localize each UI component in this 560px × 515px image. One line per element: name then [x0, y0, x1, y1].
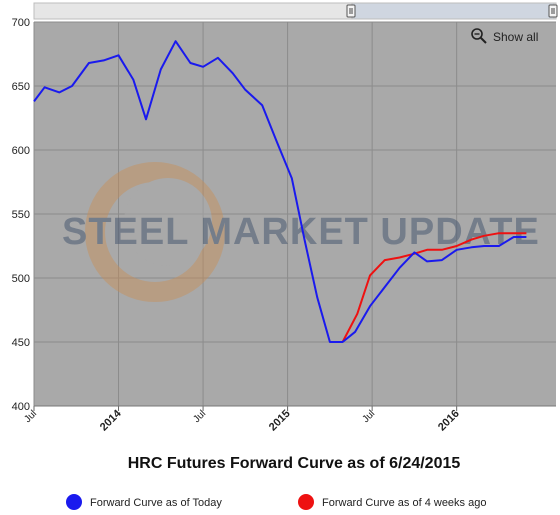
- navigator-handle-left[interactable]: [346, 4, 356, 18]
- y-tick-label: 650: [12, 81, 30, 93]
- y-tick-label: 550: [12, 209, 30, 221]
- legend-label: Forward Curve as of Today: [90, 497, 222, 509]
- series-layer: [33, 40, 527, 343]
- x-axis: Jul 2014 Jul 2015 Jul 2016: [22, 405, 556, 434]
- x-tick-label: Jul: [191, 408, 208, 425]
- navigator-selection[interactable]: [351, 2, 555, 20]
- show-all-button[interactable]: Show all: [466, 24, 552, 46]
- series-forward-today-line: [33, 40, 527, 343]
- navigator-bar[interactable]: [33, 2, 558, 20]
- legend-item-4-weeks-ago[interactable]: Forward Curve as of 4 weeks ago: [298, 494, 486, 510]
- show-all-label: Show all: [493, 30, 538, 44]
- legend-marker: [298, 494, 314, 510]
- series-forward-4-weeks-ago-line: [341, 232, 527, 343]
- x-tick-label: 2015: [267, 408, 293, 434]
- zoom-out-icon: [471, 28, 487, 44]
- y-tick-label: 700: [12, 17, 30, 29]
- y-tick-label: 600: [12, 145, 30, 157]
- navigator-handle-right[interactable]: [548, 4, 558, 18]
- x-tick-label: Jul: [360, 408, 377, 425]
- watermark-text: STEEL MARKET UPDATE: [62, 211, 540, 253]
- y-tick-label: 400: [12, 401, 30, 413]
- y-tick-label: 450: [12, 337, 30, 349]
- legend: Forward Curve as of Today Forward Curve a…: [66, 494, 486, 510]
- legend-marker: [66, 494, 82, 510]
- chart-title: HRC Futures Forward Curve as of 6/24/201…: [128, 455, 461, 472]
- legend-item-today[interactable]: Forward Curve as of Today: [66, 494, 222, 510]
- x-tick-label: 2016: [436, 408, 462, 434]
- x-tick-label: 2014: [98, 407, 124, 433]
- legend-label: Forward Curve as of 4 weeks ago: [322, 497, 486, 509]
- y-axis: 400 450 500 550 600 650 700: [12, 17, 30, 413]
- y-tick-label: 500: [12, 273, 30, 285]
